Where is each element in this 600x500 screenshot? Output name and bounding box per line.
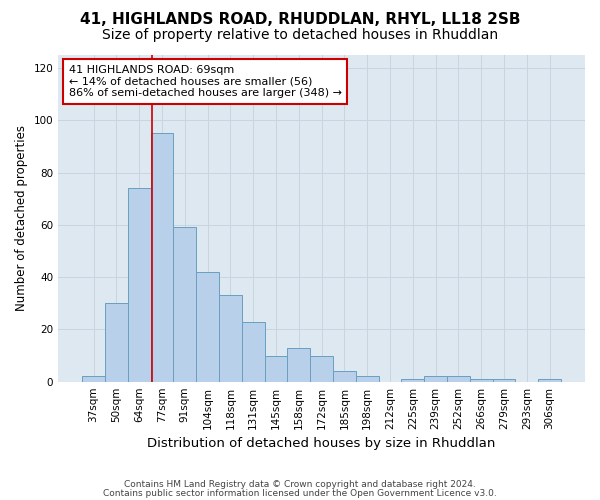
- Bar: [151, 134, 173, 382]
- Bar: [424, 376, 447, 382]
- Bar: [447, 376, 470, 382]
- Bar: [401, 379, 424, 382]
- Text: Contains HM Land Registry data © Crown copyright and database right 2024.: Contains HM Land Registry data © Crown c…: [124, 480, 476, 489]
- Text: Contains public sector information licensed under the Open Government Licence v3: Contains public sector information licen…: [103, 488, 497, 498]
- Text: 41, HIGHLANDS ROAD, RHUDDLAN, RHYL, LL18 2SB: 41, HIGHLANDS ROAD, RHUDDLAN, RHYL, LL18…: [80, 12, 520, 28]
- Y-axis label: Number of detached properties: Number of detached properties: [15, 126, 28, 312]
- Bar: [470, 379, 493, 382]
- Bar: [196, 272, 219, 382]
- Text: 41 HIGHLANDS ROAD: 69sqm
← 14% of detached houses are smaller (56)
86% of semi-d: 41 HIGHLANDS ROAD: 69sqm ← 14% of detach…: [69, 65, 342, 98]
- Bar: [493, 379, 515, 382]
- Bar: [173, 228, 196, 382]
- Bar: [128, 188, 151, 382]
- X-axis label: Distribution of detached houses by size in Rhuddlan: Distribution of detached houses by size …: [148, 437, 496, 450]
- Bar: [242, 322, 265, 382]
- Bar: [287, 348, 310, 382]
- Bar: [538, 379, 561, 382]
- Bar: [265, 356, 287, 382]
- Bar: [333, 371, 356, 382]
- Bar: [310, 356, 333, 382]
- Bar: [105, 304, 128, 382]
- Bar: [219, 296, 242, 382]
- Bar: [356, 376, 379, 382]
- Text: Size of property relative to detached houses in Rhuddlan: Size of property relative to detached ho…: [102, 28, 498, 42]
- Bar: [82, 376, 105, 382]
